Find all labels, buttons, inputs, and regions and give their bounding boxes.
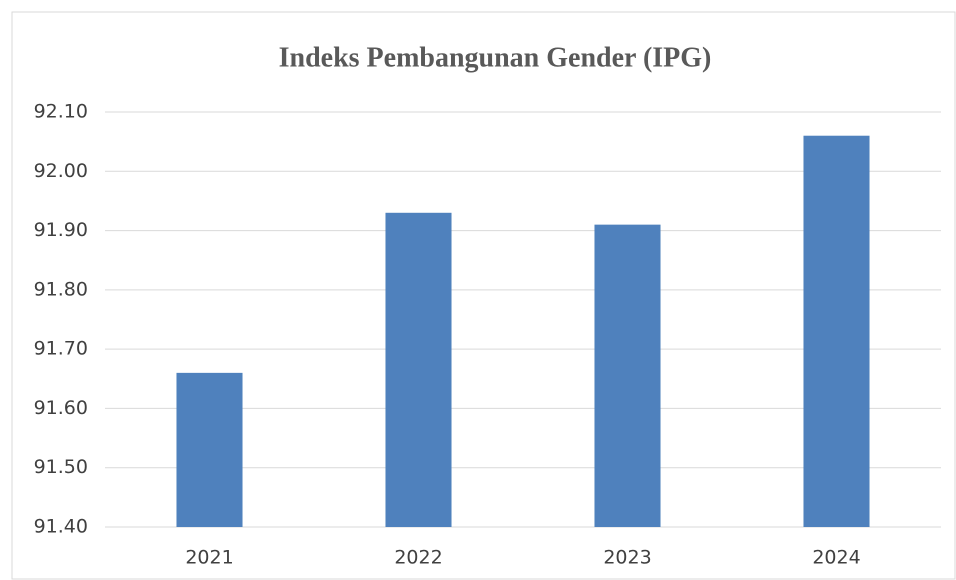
x-tick-label: 2024: [812, 547, 860, 569]
y-tick-label: 91.70: [34, 338, 88, 360]
bar: [803, 135, 870, 527]
x-tick-label: 2021: [185, 547, 233, 569]
y-tick-label: 92.10: [34, 101, 88, 123]
bar: [176, 372, 243, 527]
y-tick-label: 91.40: [34, 516, 88, 538]
bar: [385, 212, 452, 528]
y-tick-label: 92.00: [34, 160, 88, 182]
y-tick-label: 91.50: [34, 456, 88, 478]
y-tick-label: 91.60: [34, 397, 88, 419]
x-tick-label: 2023: [603, 547, 651, 569]
y-tick-label: 91.90: [34, 219, 88, 241]
bar: [594, 224, 661, 527]
chart-frame: [11, 11, 956, 580]
x-tick-label: 2022: [394, 547, 442, 569]
chart-title: Indeks Pembangunan Gender (IPG): [279, 42, 712, 73]
y-tick-label: 91.80: [34, 278, 88, 300]
